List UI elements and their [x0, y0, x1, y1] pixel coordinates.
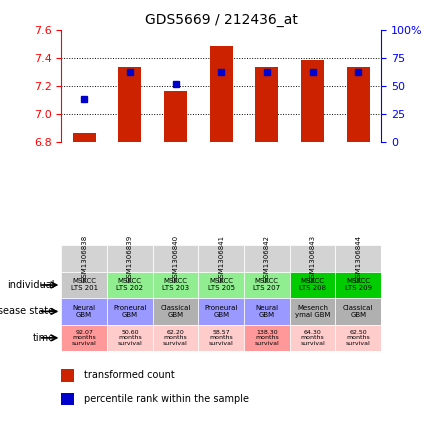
Bar — [61, 393, 74, 405]
Bar — [198, 298, 244, 325]
Bar — [336, 245, 381, 272]
Bar — [347, 67, 370, 142]
Bar — [153, 272, 198, 298]
Bar — [336, 272, 381, 298]
Bar — [107, 245, 153, 272]
Text: Neural
GBM: Neural GBM — [255, 305, 279, 318]
Text: 62.20
months
survival: 62.20 months survival — [163, 330, 188, 346]
Text: MSKCC
LTS 201: MSKCC LTS 201 — [71, 278, 98, 291]
Text: time: time — [32, 333, 54, 343]
Bar — [107, 298, 153, 325]
Bar — [73, 133, 95, 142]
Text: GSM1306842: GSM1306842 — [264, 235, 270, 282]
Bar — [290, 245, 336, 272]
Text: 64.30
months
survival: 64.30 months survival — [300, 330, 325, 346]
Text: 58.57
months
survival: 58.57 months survival — [209, 330, 233, 346]
Text: MSKCC
LTS 208: MSKCC LTS 208 — [299, 278, 326, 291]
Bar — [301, 60, 324, 142]
Bar — [290, 272, 336, 298]
Text: 50.60
months
survival: 50.60 months survival — [117, 330, 142, 346]
Bar — [61, 272, 107, 298]
Bar — [61, 325, 107, 351]
Bar — [244, 245, 290, 272]
Bar — [153, 325, 198, 351]
Text: GSM1306844: GSM1306844 — [355, 235, 361, 282]
Bar — [336, 298, 381, 325]
Text: GSM1306839: GSM1306839 — [127, 235, 133, 282]
Text: 92.07
months
survival: 92.07 months survival — [72, 330, 96, 346]
Bar — [244, 325, 290, 351]
Bar — [107, 272, 153, 298]
Bar — [153, 245, 198, 272]
Text: Mesench
ymal GBM: Mesench ymal GBM — [295, 305, 330, 318]
Text: MSKCC
LTS 209: MSKCC LTS 209 — [345, 278, 372, 291]
Text: MSKCC
LTS 205: MSKCC LTS 205 — [208, 278, 235, 291]
Text: Neural
GBM: Neural GBM — [73, 305, 96, 318]
Text: GSM1306841: GSM1306841 — [218, 235, 224, 282]
Text: 138.30
months
survival: 138.30 months survival — [254, 330, 279, 346]
Bar — [244, 298, 290, 325]
Text: MSKCC
LTS 207: MSKCC LTS 207 — [253, 278, 280, 291]
Bar — [153, 298, 198, 325]
Bar — [198, 245, 244, 272]
Bar — [61, 369, 74, 382]
Bar — [61, 245, 107, 272]
Bar — [290, 298, 336, 325]
Text: MSKCC
LTS 203: MSKCC LTS 203 — [162, 278, 189, 291]
Text: transformed count: transformed count — [84, 371, 174, 381]
Text: GSM1306840: GSM1306840 — [173, 235, 179, 282]
Text: Classical
GBM: Classical GBM — [343, 305, 374, 318]
Title: GDS5669 / 212436_at: GDS5669 / 212436_at — [145, 13, 298, 27]
Bar — [198, 272, 244, 298]
Text: 62.50
months
survival: 62.50 months survival — [346, 330, 371, 346]
Bar — [290, 325, 336, 351]
Text: individual: individual — [7, 280, 54, 290]
Bar — [336, 325, 381, 351]
Bar — [198, 325, 244, 351]
Text: MSKCC
LTS 202: MSKCC LTS 202 — [117, 278, 143, 291]
Bar — [61, 298, 107, 325]
Text: disease state: disease state — [0, 306, 54, 316]
Text: Classical
GBM: Classical GBM — [160, 305, 191, 318]
Bar — [210, 47, 233, 142]
Text: Proneural
GBM: Proneural GBM — [205, 305, 238, 318]
Text: percentile rank within the sample: percentile rank within the sample — [84, 394, 249, 404]
Text: GSM1306843: GSM1306843 — [310, 235, 315, 282]
Bar — [255, 67, 278, 142]
Bar — [107, 325, 153, 351]
Text: GSM1306838: GSM1306838 — [81, 235, 87, 282]
Bar — [164, 91, 187, 142]
Bar — [118, 67, 141, 142]
Bar — [244, 272, 290, 298]
Text: Proneural
GBM: Proneural GBM — [113, 305, 147, 318]
